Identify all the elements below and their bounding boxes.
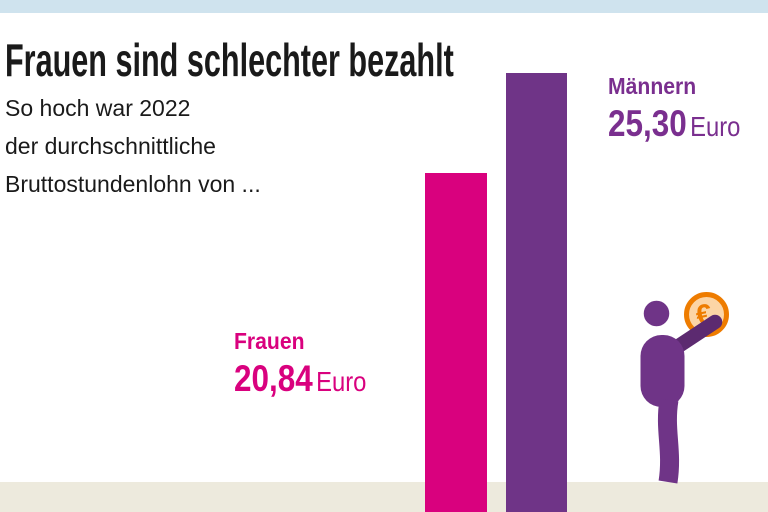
value-unit-frauen: Euro <box>316 366 367 397</box>
floor-band <box>0 482 768 512</box>
value-number-frauen: 20,84 <box>234 358 313 399</box>
person-with-coin-illustration: € <box>640 292 729 484</box>
bar-maennern <box>506 73 567 512</box>
label-maennern: Männern 25,30 Euro <box>608 75 764 144</box>
category-label-frauen: Frauen <box>234 328 305 354</box>
person-torso <box>640 335 685 407</box>
value-unit-maennern: Euro <box>690 111 741 142</box>
subtitle-line-3: Bruttostundenlohn von ... <box>5 171 261 197</box>
subtitle-line-1: So hoch war 2022 <box>5 95 191 121</box>
top-band <box>0 0 768 13</box>
category-label-maennern: Männern <box>608 73 697 99</box>
person-head <box>641 298 672 329</box>
chart-title: Frauen sind schlechter bezahlt <box>5 34 454 86</box>
chart-subtitle: So hoch war 2022 der durchschnittliche B… <box>5 89 261 203</box>
value-number-maennern: 25,30 <box>608 103 687 144</box>
subtitle-line-2: der durchschnittliche <box>5 133 216 159</box>
value-maennern: 25,30 Euro <box>608 105 741 144</box>
label-frauen: Frauen 20,84 Euro <box>234 330 390 399</box>
bar-frauen <box>425 173 487 512</box>
value-frauen: 20,84 Euro <box>234 360 367 399</box>
person-leg <box>657 398 680 484</box>
